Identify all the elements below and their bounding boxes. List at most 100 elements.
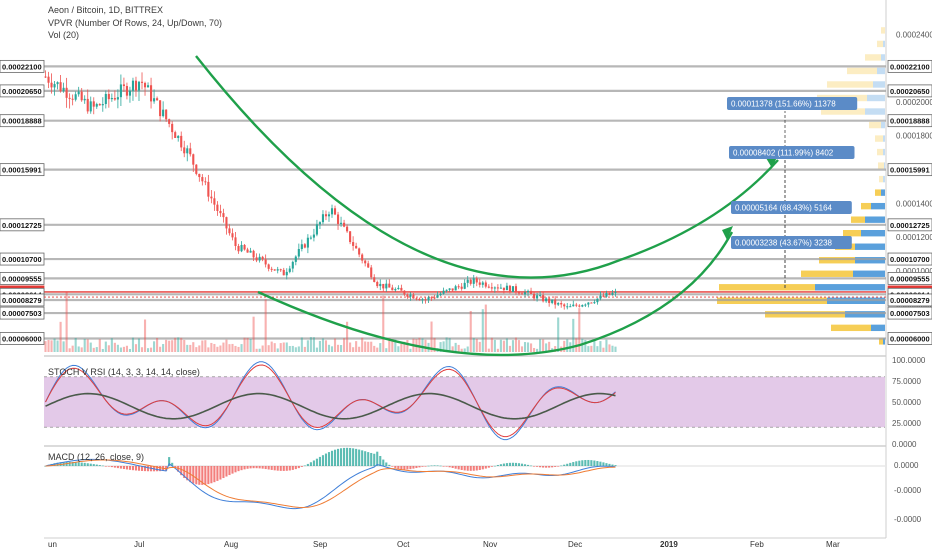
vpvr-down-bar (873, 81, 885, 88)
volume-bar (502, 340, 505, 352)
macd-label[interactable]: MACD (12, 26, close, 9) (48, 452, 145, 462)
candle-body (355, 245, 358, 249)
macd-histogram-bar (361, 450, 364, 466)
level-label-right: 0.00006000 (890, 334, 930, 343)
candle-body (306, 237, 309, 248)
level-label-left: 0.00008279 (2, 296, 42, 305)
level-label-box-right (887, 163, 932, 177)
candle-body (101, 104, 104, 106)
candle-body (303, 244, 306, 248)
candle-body (318, 222, 322, 225)
level-label-left: 0.00012725 (2, 221, 42, 230)
macd-histogram-bar (333, 449, 337, 466)
level-label-right: 0.00022100 (890, 62, 930, 71)
vpvr-down-bar (884, 162, 885, 169)
macd-histogram-bar (125, 466, 128, 470)
macd-tick-label: -0.0000 (894, 515, 922, 524)
volume-bar (207, 347, 210, 352)
macd-histogram-bar (273, 466, 276, 471)
volume-bar (116, 344, 119, 352)
candle-body (445, 289, 448, 291)
vpvr-indicator-label[interactable]: VPVR (Number Of Rows, 24, Up/Down, 70) (48, 18, 223, 28)
candle-body (439, 293, 442, 296)
macd-histogram-bar (198, 466, 201, 485)
vpvr-up-bar (861, 202, 871, 210)
time-axis-label: Nov (483, 540, 497, 549)
candle-body (581, 305, 584, 307)
volume-bar (119, 347, 122, 352)
candle-body (59, 82, 62, 91)
volume-bar (246, 337, 249, 352)
macd-histogram-bar (472, 466, 475, 471)
macd-histogram-bar (487, 466, 490, 468)
macd-histogram-bar (315, 458, 318, 466)
candle-body (403, 290, 406, 295)
arrow-head-lower (722, 226, 733, 240)
macd-histogram-bar (445, 466, 448, 467)
volume-bar (270, 341, 273, 352)
candle-body (472, 278, 475, 284)
candle-body (560, 302, 563, 305)
volume-bar (602, 347, 605, 352)
macd-histogram-bar (324, 453, 328, 466)
volume-bar (430, 321, 433, 352)
volume-bar (349, 342, 352, 352)
candle-body (156, 98, 159, 101)
candle-body (128, 90, 132, 96)
vpvr-down-bar (883, 40, 885, 48)
volume-indicator-label[interactable]: Vol (20) (48, 30, 80, 40)
macd-histogram-bar (261, 466, 264, 469)
macd-histogram-bar (122, 466, 125, 470)
volume-bar (418, 337, 421, 352)
volume-bar (252, 316, 255, 352)
volume-bar (77, 346, 80, 352)
candle-body (89, 101, 92, 112)
macd-histogram-bar (397, 466, 400, 469)
macd-histogram-bar (131, 466, 135, 471)
macd-histogram-bar (433, 465, 436, 466)
level-label-right: 0.00015991 (890, 166, 930, 175)
candle-body (204, 181, 207, 183)
candle-body (98, 104, 101, 106)
candle-body (339, 222, 343, 224)
volume-bar (364, 341, 367, 352)
candle-body (406, 294, 409, 297)
volume-bar (542, 339, 545, 352)
volume-bar (379, 343, 382, 352)
macd-histogram-bar (110, 466, 113, 468)
level-label-box-right (887, 59, 932, 73)
volume-bar (186, 344, 189, 352)
candle-body (107, 93, 110, 100)
volume-bar (409, 348, 412, 352)
candle-body (333, 208, 337, 215)
level-label-box-right (887, 332, 932, 345)
volume-bar (463, 348, 466, 352)
volume-bar (587, 346, 590, 352)
macd-histogram-bar (520, 463, 524, 466)
volume-bar (74, 337, 77, 352)
candle-body (400, 287, 403, 291)
macd-histogram-bar (231, 466, 234, 474)
candle-body (246, 249, 249, 253)
volume-bar (445, 337, 448, 352)
macd-histogram-bar (466, 466, 469, 471)
volume-bar (385, 348, 388, 352)
candle-body (611, 292, 614, 295)
candle-body (309, 237, 312, 239)
macd-histogram-bar (204, 466, 207, 485)
macd-histogram-bar (53, 463, 56, 466)
macd-histogram-bar (252, 466, 255, 469)
level-label-right: 0.00007503 (890, 309, 930, 318)
candle-body (496, 287, 499, 289)
candle-body (466, 279, 469, 283)
time-axis-label: Dec (568, 540, 582, 549)
macd-histogram-bar (382, 459, 385, 466)
stoch-rsi-label[interactable]: STOCH V RSI (14, 3, 3, 14, 14, close) (48, 367, 200, 377)
measure-label-text: 0.00008402 (111.99%) 8402 (733, 149, 834, 158)
macd-histogram-bar (584, 460, 587, 466)
macd-histogram-bar (554, 466, 557, 467)
time-axis-label: Sep (313, 540, 328, 549)
volume-bar (533, 347, 536, 352)
volume-bar (472, 338, 475, 352)
